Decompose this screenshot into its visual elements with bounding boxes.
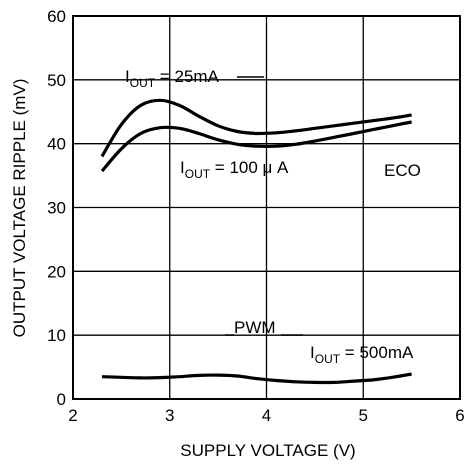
- series-line-25ma: [100, 98, 412, 158]
- plot-frame: [72, 15, 461, 400]
- series-line-500ma: [101, 372, 412, 385]
- y-tick-label: 20: [47, 262, 66, 281]
- annotation-pwm: PWM: [234, 318, 276, 337]
- x-tick-label: 3: [165, 406, 174, 425]
- annotation-iout-100ua-i: I: [180, 158, 185, 177]
- annotation-iout-500ma-value: = 500mA: [340, 343, 414, 362]
- y-tick-label: 60: [47, 7, 66, 26]
- x-axis-label: SUPPLY VOLTAGE (V): [180, 441, 355, 460]
- x-tick-label: 2: [68, 406, 77, 425]
- annotation-iout-25ma-i: I: [125, 67, 130, 86]
- annotation-iout-25ma-sub: OUT: [130, 76, 156, 90]
- annotation-iout-100ua: IOUT = 100 μ A: [180, 158, 289, 181]
- y-axis-label: OUTPUT VOLTAGE RIPPLE (mV): [10, 79, 29, 338]
- annotation-iout-25ma: IOUT = 25mA: [125, 67, 220, 90]
- annotation-iout-500ma-sub: OUT: [315, 352, 341, 366]
- annotation-iout-25ma-value: = 25mA: [155, 67, 219, 86]
- grid: [73, 16, 460, 399]
- annotation-iout-100ua-value: = 100 μ A: [210, 158, 289, 177]
- y-tick-label: 10: [47, 326, 66, 345]
- y-tick-label: 0: [57, 390, 66, 409]
- annotation-iout-500ma-i: I: [310, 343, 315, 362]
- series-line-100ua: [100, 120, 412, 173]
- x-tick-label: 4: [262, 406, 271, 425]
- y-tick-label: 40: [47, 135, 66, 154]
- y-tick-label: 30: [47, 199, 66, 218]
- x-tick-label: 5: [359, 406, 368, 425]
- series-group: [100, 98, 412, 385]
- annotation-eco: ECO: [384, 161, 421, 180]
- annotation-iout-100ua-sub: OUT: [185, 167, 211, 181]
- y-tick-label: 50: [47, 71, 66, 90]
- annotation-iout-500ma: IOUT = 500mA: [310, 343, 414, 366]
- x-tick-label: 6: [455, 406, 464, 425]
